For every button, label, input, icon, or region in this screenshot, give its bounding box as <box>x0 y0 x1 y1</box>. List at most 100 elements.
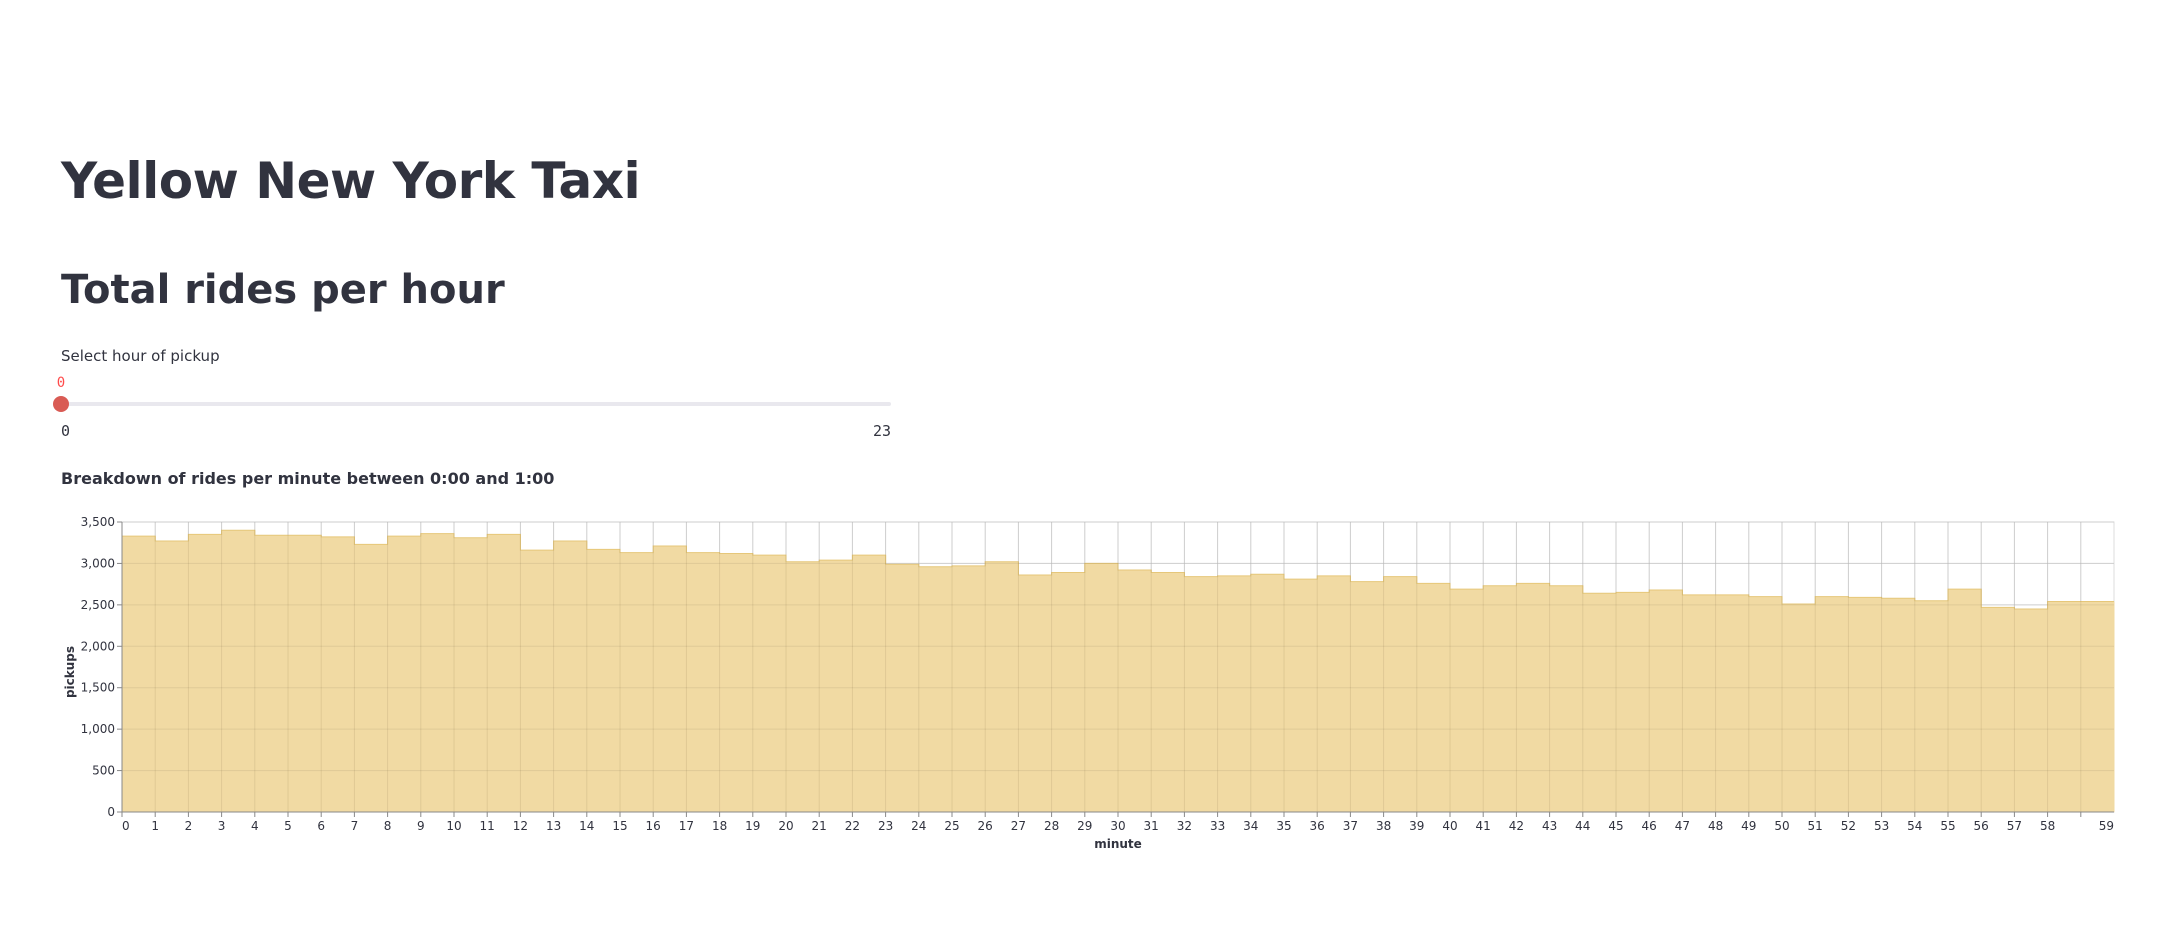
x-tick-label: 55 <box>1940 819 1955 833</box>
x-tick-label: 58 <box>2040 819 2055 833</box>
x-tick-label: 37 <box>1343 819 1358 833</box>
y-tick-label: 1,000 <box>81 722 115 736</box>
x-tick-label: 48 <box>1708 819 1723 833</box>
area-bar <box>1516 583 1551 812</box>
y-tick-label: 1,500 <box>81 681 115 695</box>
x-tick-label: 10 <box>446 819 461 833</box>
area-bar <box>2080 601 2115 812</box>
y-tick-label: 2,000 <box>81 639 115 653</box>
slider-thumb[interactable] <box>53 396 69 412</box>
area-bar <box>155 541 189 812</box>
x-tick-label: 20 <box>778 819 793 833</box>
area-bar <box>1084 563 1119 812</box>
x-tick-label: 26 <box>978 819 993 833</box>
x-tick-label: 2 <box>185 819 193 833</box>
x-tick-label: 23 <box>878 819 893 833</box>
y-axis-title: pickups <box>63 646 77 698</box>
x-tick-label: 21 <box>812 819 827 833</box>
x-tick-label: 36 <box>1310 819 1325 833</box>
area-bar <box>221 530 256 812</box>
x-tick-label: 19 <box>745 819 760 833</box>
x-tick-label: 38 <box>1376 819 1391 833</box>
area-bar <box>620 552 654 812</box>
x-tick-label: 47 <box>1675 819 1690 833</box>
x-tick-label: 7 <box>351 819 359 833</box>
area-bar <box>1317 575 1351 812</box>
area-bar <box>1549 585 1584 812</box>
area-bar <box>819 560 853 812</box>
slider-current-value: 0 <box>56 375 66 391</box>
x-tick-label: 5 <box>284 819 292 833</box>
x-tick-label: 42 <box>1509 819 1524 833</box>
x-tick-label: 3 <box>218 819 226 833</box>
x-tick-label: 50 <box>1774 819 1789 833</box>
x-tick-label: 34 <box>1243 819 1258 833</box>
area-bar <box>1250 574 1285 812</box>
slider-min-label: 0 <box>61 422 71 440</box>
x-tick-label: 43 <box>1542 819 1557 833</box>
y-tick-label: 0 <box>107 805 115 819</box>
main-content: Yellow New York Taxi Total rides per hou… <box>53 0 2161 948</box>
area-bar <box>122 536 156 812</box>
x-tick-label: 30 <box>1110 819 1125 833</box>
section-title: Total rides per hour <box>61 267 505 313</box>
x-tick-label: 49 <box>1741 819 1756 833</box>
area-bar <box>1151 572 1185 812</box>
x-tick-label: 22 <box>845 819 860 833</box>
area-bar <box>520 550 555 812</box>
area-bar <box>553 541 588 812</box>
area-bar <box>885 564 920 812</box>
area-bar <box>354 544 389 812</box>
x-tick-label: 45 <box>1608 819 1623 833</box>
area-bar <box>1914 600 1949 812</box>
area-bar <box>686 552 721 812</box>
x-tick-label: 33 <box>1210 819 1225 833</box>
y-tick-label: 2,500 <box>81 598 115 612</box>
slider-track[interactable] <box>61 402 891 406</box>
area-bar <box>1649 589 1683 812</box>
area-bar <box>454 537 488 812</box>
x-tick-label: 28 <box>1044 819 1059 833</box>
x-tick-label: 51 <box>1808 819 1823 833</box>
area-outline <box>122 529 2114 610</box>
area-bar <box>420 533 455 812</box>
x-tick-label: 8 <box>384 819 392 833</box>
area-bar <box>1848 597 1883 812</box>
x-tick-label: 44 <box>1575 819 1590 833</box>
area-bar <box>1450 589 1484 812</box>
area-bar <box>786 561 820 812</box>
area-bar <box>254 535 289 812</box>
x-axis-title: minute <box>1094 837 1142 851</box>
slider-label: Select hour of pickup <box>61 347 220 365</box>
area-bar <box>1881 598 1916 812</box>
x-tick-label: 1 <box>151 819 159 833</box>
area-bar <box>918 566 953 812</box>
area-bar <box>1350 581 1385 812</box>
x-tick-label: 27 <box>1011 819 1026 833</box>
x-tick-label: 16 <box>646 819 661 833</box>
x-tick-label: 31 <box>1144 819 1159 833</box>
area-bar <box>1582 593 1617 812</box>
area-bar <box>1184 576 1219 812</box>
area-bar <box>1682 594 1717 812</box>
x-tick-label: 12 <box>513 819 528 833</box>
area-bar <box>321 536 355 812</box>
area-bar <box>1051 572 1086 812</box>
area-bar <box>2047 601 2082 812</box>
x-tick-label: 52 <box>1841 819 1856 833</box>
hour-slider[interactable]: 0 0 23 <box>53 372 891 442</box>
area-bar <box>752 555 787 812</box>
area-bar <box>1217 575 1252 812</box>
x-tick-label: 17 <box>679 819 694 833</box>
x-tick-label: 53 <box>1874 819 1889 833</box>
area-bar <box>1483 585 1517 812</box>
area-bar <box>1981 607 2015 812</box>
area-bar <box>1815 596 1849 812</box>
x-tick-label: 40 <box>1442 819 1457 833</box>
x-tick-label: 39 <box>1409 819 1424 833</box>
x-tick-label: 15 <box>612 819 627 833</box>
pickups-chart: 0 500 1,000 1,500 2,000 2,500 3,000 3,500 0 1 2 3 4 5… <box>61 505 2161 865</box>
x-tick-label: 0 <box>122 819 130 833</box>
area-bar <box>188 534 223 812</box>
